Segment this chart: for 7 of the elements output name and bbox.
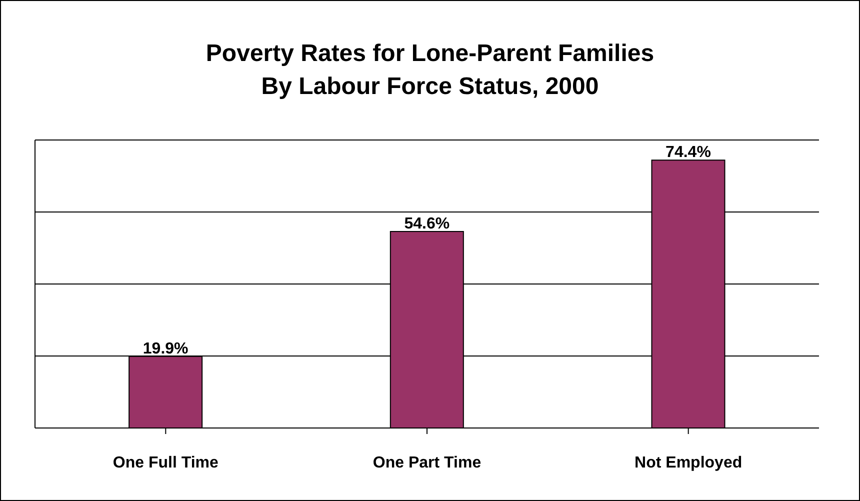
data-label: 54.6% bbox=[404, 215, 450, 232]
data-label: 19.9% bbox=[142, 340, 188, 358]
x-tick-label: One Full Time bbox=[112, 454, 219, 472]
chart-title: Poverty Rates for Lone-Parent Families By Labour Force Status, 2000 bbox=[204, 39, 656, 102]
x-tick-label: One Part Time bbox=[372, 454, 482, 472]
data-label: 74.4% bbox=[666, 144, 711, 162]
x-tick-label: Not Employed bbox=[634, 454, 742, 472]
